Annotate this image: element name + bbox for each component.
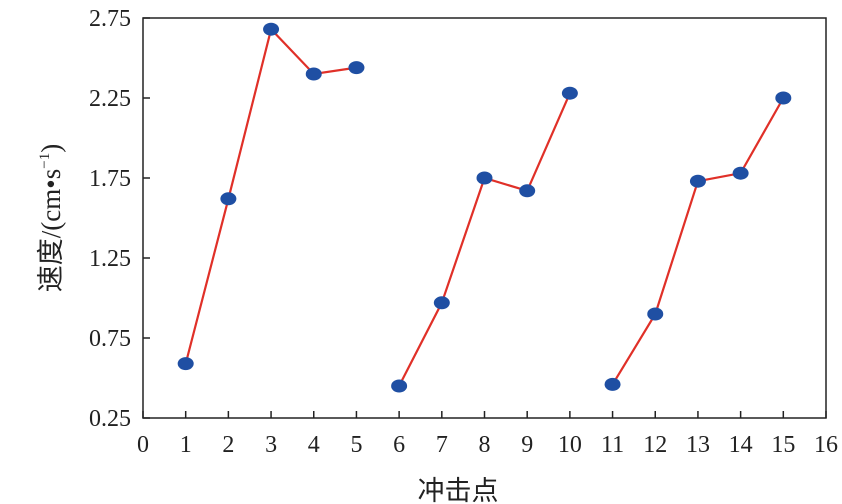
plot-border <box>142 17 827 419</box>
data-point <box>561 86 578 100</box>
y-tick-label: 2.75 <box>89 6 131 32</box>
x-tick-label: 9 <box>521 432 533 458</box>
y-axis-label: 速度/(cm•s−1) <box>36 144 66 292</box>
data-point <box>476 171 493 185</box>
x-tick-label: 7 <box>436 432 448 458</box>
x-tick-label: 13 <box>686 432 710 458</box>
x-tick-label: 16 <box>814 432 838 458</box>
y-tick-label: 1.25 <box>89 246 131 272</box>
x-tick-label: 15 <box>771 432 795 458</box>
x-tick-label: 3 <box>265 432 277 458</box>
series-line <box>398 92 571 387</box>
series-layer <box>177 22 792 393</box>
x-tick-label: 4 <box>308 432 320 458</box>
series-1 <box>177 22 365 371</box>
data-point <box>689 174 706 188</box>
y-tick-label: 1.75 <box>89 166 131 192</box>
data-point <box>305 67 322 81</box>
y-axis-label-main: 速度/(cm•s <box>36 169 66 292</box>
data-point <box>604 377 621 391</box>
x-tick-label: 5 <box>350 432 362 458</box>
y-tick-label: 0.25 <box>89 406 131 432</box>
y-axis-label-superscript: −1 <box>37 153 53 169</box>
x-tick-label: 10 <box>558 432 582 458</box>
x-axis: 0 1 2 3 4 5 6 7 8 9 10 11 12 13 14 15 16 <box>137 411 838 458</box>
data-point <box>433 296 450 310</box>
y-axis-label-close: ) <box>36 144 66 153</box>
data-point <box>775 91 792 105</box>
x-tick-label: 1 <box>180 432 192 458</box>
y-axis: 0.25 0.75 1.25 1.75 2.25 2.75 <box>89 6 150 432</box>
data-point <box>732 166 749 180</box>
x-tick-label: 12 <box>643 432 667 458</box>
series-2 <box>391 86 578 393</box>
series-3 <box>604 91 792 391</box>
y-tick-label: 0.75 <box>89 326 131 352</box>
x-tick-label: 8 <box>479 432 491 458</box>
x-tick-label: 6 <box>393 432 405 458</box>
x-tick-label: 14 <box>729 432 753 458</box>
data-point <box>220 192 237 206</box>
data-point <box>177 357 194 371</box>
series-line <box>184 26 357 364</box>
plot-area <box>142 17 827 419</box>
data-point <box>348 61 365 75</box>
data-point <box>263 22 280 36</box>
x-tick-label: 11 <box>601 432 624 458</box>
y-tick-label: 2.25 <box>89 86 131 112</box>
x-tick-label: 0 <box>137 432 149 458</box>
series-line <box>611 97 785 385</box>
data-point <box>647 307 664 321</box>
data-point <box>391 379 408 393</box>
x-tick-label: 2 <box>222 432 234 458</box>
x-axis-label: 冲击点 <box>418 476 499 504</box>
data-point <box>519 184 536 198</box>
